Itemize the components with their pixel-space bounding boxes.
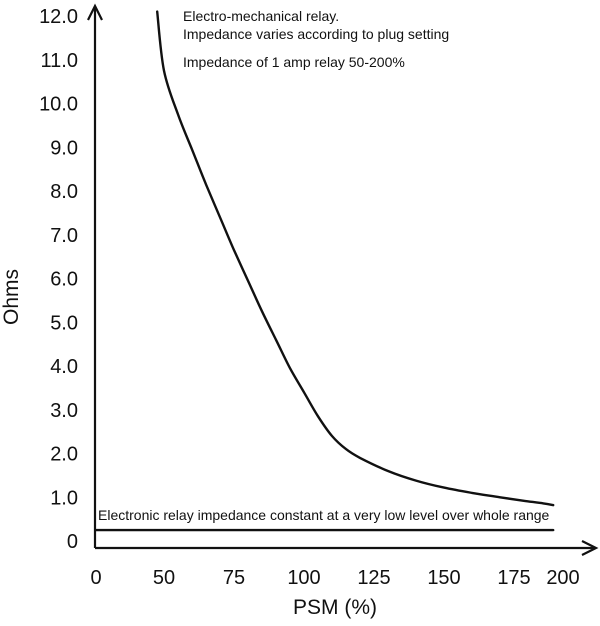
y-tick-label-3-0: 3.0 bbox=[50, 400, 78, 422]
y-tick-label-12-0: 12.0 bbox=[39, 6, 78, 28]
series-line-electro-mechanical bbox=[156, 10, 555, 507]
x-tick-label-175: 175 bbox=[497, 567, 530, 589]
annotation-electro-mechanical: Electro-mechanical relay. bbox=[183, 8, 339, 24]
y-tick-label-4-0: 4.0 bbox=[50, 356, 78, 378]
x-tick-label-125: 125 bbox=[357, 567, 390, 589]
y-tick-label-2-0: 2.0 bbox=[50, 444, 78, 466]
y-tick-label-10-0: 10.0 bbox=[39, 94, 78, 116]
y-tick-label-5-0: 5.0 bbox=[50, 312, 78, 334]
x-tick-label-150: 150 bbox=[427, 567, 460, 589]
y-tick-label-9-0: 9.0 bbox=[50, 137, 78, 159]
x-axis-arrow-icon bbox=[581, 540, 599, 556]
annotation-1-amp-range: Impedance of 1 amp relay 50-200% bbox=[183, 54, 405, 70]
annotation-electronic-relay: Electronic relay impedance constant at a… bbox=[98, 507, 550, 523]
annotation-plug-setting: Impedance varies according to plug setti… bbox=[183, 26, 449, 42]
x-tick-label-100: 100 bbox=[287, 567, 320, 589]
x-axis-title: PSM (%) bbox=[293, 596, 377, 619]
x-tick-labels: 0 50 75 100 125 150 175 200 bbox=[90, 567, 579, 589]
x-tick-label-200: 200 bbox=[546, 567, 579, 589]
y-tick-label-7-0: 7.0 bbox=[50, 225, 78, 247]
x-tick-label-75: 75 bbox=[223, 567, 245, 589]
x-tick-label-0: 0 bbox=[90, 567, 101, 589]
y-tick-label-1-0: 1.0 bbox=[50, 487, 78, 509]
y-axis-title: Ohms bbox=[0, 269, 23, 325]
y-tick-label-8-0: 8.0 bbox=[50, 181, 78, 203]
y-axis-arrow-icon bbox=[87, 3, 103, 21]
y-tick-label-6-0: 6.0 bbox=[50, 269, 78, 291]
y-tick-labels: 0 1.0 2.0 3.0 4.0 5.0 6.0 7.0 8.0 9.0 10.0 11.0 12.0 bbox=[39, 6, 78, 553]
x-tick-label-50: 50 bbox=[153, 567, 175, 589]
y-tick-label-0: 0 bbox=[67, 531, 78, 553]
y-tick-label-11-0: 11.0 bbox=[41, 50, 78, 72]
series-layer bbox=[94, 10, 555, 532]
